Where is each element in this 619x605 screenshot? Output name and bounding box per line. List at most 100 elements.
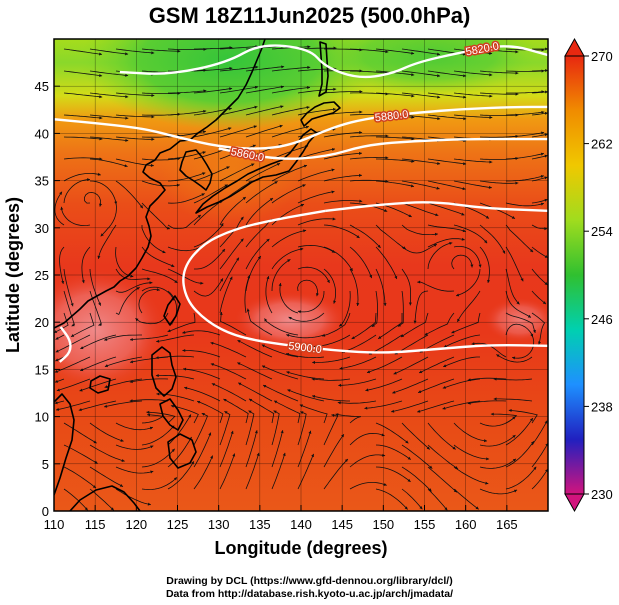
- streamline: [193, 278, 224, 297]
- y-tick-label: 5: [42, 457, 49, 472]
- streamline: [427, 466, 458, 493]
- streamline-arrow: [339, 366, 343, 370]
- streamline: [54, 356, 91, 373]
- streamline-arrow: [55, 349, 59, 353]
- streamline-arrow: [545, 69, 548, 73]
- streamline: [89, 444, 125, 462]
- streamline-arrow: [202, 130, 206, 134]
- streamline: [493, 378, 533, 381]
- streamline-arrow: [162, 250, 166, 254]
- streamline: [505, 466, 537, 490]
- y-tick-label: 15: [35, 362, 49, 377]
- streamline: [427, 158, 467, 165]
- warm-region-west: [54, 270, 165, 390]
- streamline-arrow: [449, 241, 453, 245]
- streamline-arrow: [201, 413, 205, 416]
- streamline-arrow: [121, 459, 125, 462]
- streamline: [323, 268, 336, 304]
- streamline: [193, 184, 228, 204]
- streamline: [271, 229, 307, 248]
- streamline: [63, 268, 74, 307]
- streamline-arrow: [55, 336, 59, 340]
- streamline-arrow: [515, 50, 519, 54]
- streamline: [196, 400, 224, 424]
- streamline-arrow: [151, 137, 155, 141]
- streamline: [297, 191, 335, 204]
- streamline-arrow: [130, 360, 134, 364]
- streamline: [531, 312, 545, 345]
- streamline: [375, 444, 412, 460]
- streamline: [63, 114, 103, 119]
- streamline-arrow: [303, 164, 307, 168]
- x-axis-title: Longitude (degrees): [214, 538, 387, 558]
- streamline-arrow: [278, 283, 282, 287]
- streamline: [453, 114, 493, 118]
- streamline: [427, 488, 448, 511]
- streamline-arrow: [488, 185, 492, 189]
- streamline-arrow: [383, 483, 387, 486]
- streamline-arrow: [99, 73, 103, 78]
- streamline-arrow: [544, 133, 548, 137]
- streamline-arrow: [411, 73, 415, 77]
- x-tick-label: 135: [249, 517, 271, 532]
- streamline: [89, 158, 128, 167]
- streamline: [182, 330, 221, 336]
- streamline: [220, 311, 247, 336]
- streamline: [366, 356, 403, 373]
- streamline: [115, 488, 151, 506]
- streamline: [455, 268, 481, 297]
- streamline-arrow: [104, 337, 108, 341]
- streamline-arrow: [527, 314, 532, 318]
- streamline-arrow: [156, 339, 160, 343]
- streamline: [401, 114, 441, 120]
- streamline-arrow: [287, 389, 291, 393]
- streamline-arrow: [261, 344, 265, 348]
- streamline: [391, 400, 429, 413]
- streamline: [78, 400, 117, 411]
- streamline: [442, 378, 481, 389]
- streamline-arrow: [98, 322, 102, 326]
- y-tick-label: 40: [35, 126, 49, 141]
- streamline: [376, 136, 415, 140]
- streamline: [219, 453, 235, 490]
- streamline: [401, 444, 433, 469]
- streamline-arrow: [210, 455, 213, 459]
- streamline: [453, 70, 493, 76]
- streamline-arrow: [484, 240, 488, 244]
- streamline-arrow: [349, 267, 353, 272]
- streamline-arrow: [371, 323, 375, 327]
- streamline-arrow: [391, 409, 395, 413]
- colorbar-tick-label: 238: [591, 399, 613, 414]
- streamline-arrow: [307, 65, 311, 69]
- streamline: [219, 66, 259, 72]
- streamline-arrow: [240, 238, 244, 242]
- streamline-arrow: [475, 506, 479, 510]
- streamline-arrow: [444, 507, 448, 511]
- streamline: [63, 422, 97, 444]
- streamline-arrow: [515, 181, 519, 185]
- streamline-arrow: [407, 456, 411, 460]
- streamline: [479, 92, 519, 95]
- streamline: [63, 136, 103, 140]
- streamline: [245, 430, 258, 468]
- x-tick-label: 125: [167, 517, 189, 532]
- streamline: [167, 414, 192, 446]
- streamline: [61, 206, 91, 227]
- streamline: [479, 70, 519, 74]
- streamline: [493, 398, 533, 402]
- streamline: [297, 108, 336, 116]
- streamline-arrow: [437, 95, 441, 99]
- streamline: [83, 191, 102, 207]
- streamline: [506, 175, 544, 182]
- streamline-arrow: [411, 94, 415, 98]
- streamline-arrow: [356, 235, 360, 238]
- streamline-arrow: [202, 151, 206, 155]
- streamline-arrow: [512, 435, 516, 439]
- streamline: [531, 468, 548, 490]
- streamline-arrow: [502, 250, 506, 254]
- streamline-arrow: [229, 87, 233, 91]
- streamline: [286, 334, 325, 339]
- streamline: [141, 202, 171, 230]
- streamline-arrow: [442, 385, 447, 389]
- streamline-arrow: [129, 337, 133, 342]
